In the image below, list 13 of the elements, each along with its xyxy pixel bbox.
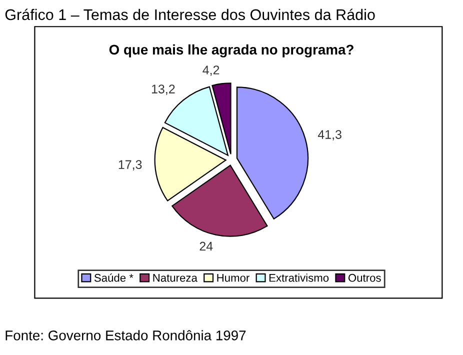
source-note: Fonte: Governo Estado Rondônia 1997 xyxy=(6,330,246,340)
data-label: 41,3 xyxy=(318,130,342,140)
chart-title: O que mais lhe agrada no programa? xyxy=(109,44,354,58)
legend-label: Saúde * xyxy=(94,274,134,282)
data-label: 24 xyxy=(200,242,213,251)
data-label: 13,2 xyxy=(152,84,175,95)
legend-label: Humor xyxy=(217,274,250,282)
data-label: 17,3 xyxy=(118,160,142,170)
legend-label: Natureza xyxy=(153,274,198,282)
legend-label: Extrativismo xyxy=(269,274,329,282)
chart-subtitle: Gráfico 1 – Temas de Interesse dos Ouvintes da Rádio xyxy=(5,8,375,20)
data-label: 4,2 xyxy=(202,66,220,76)
legend-label: Outros xyxy=(348,274,381,282)
